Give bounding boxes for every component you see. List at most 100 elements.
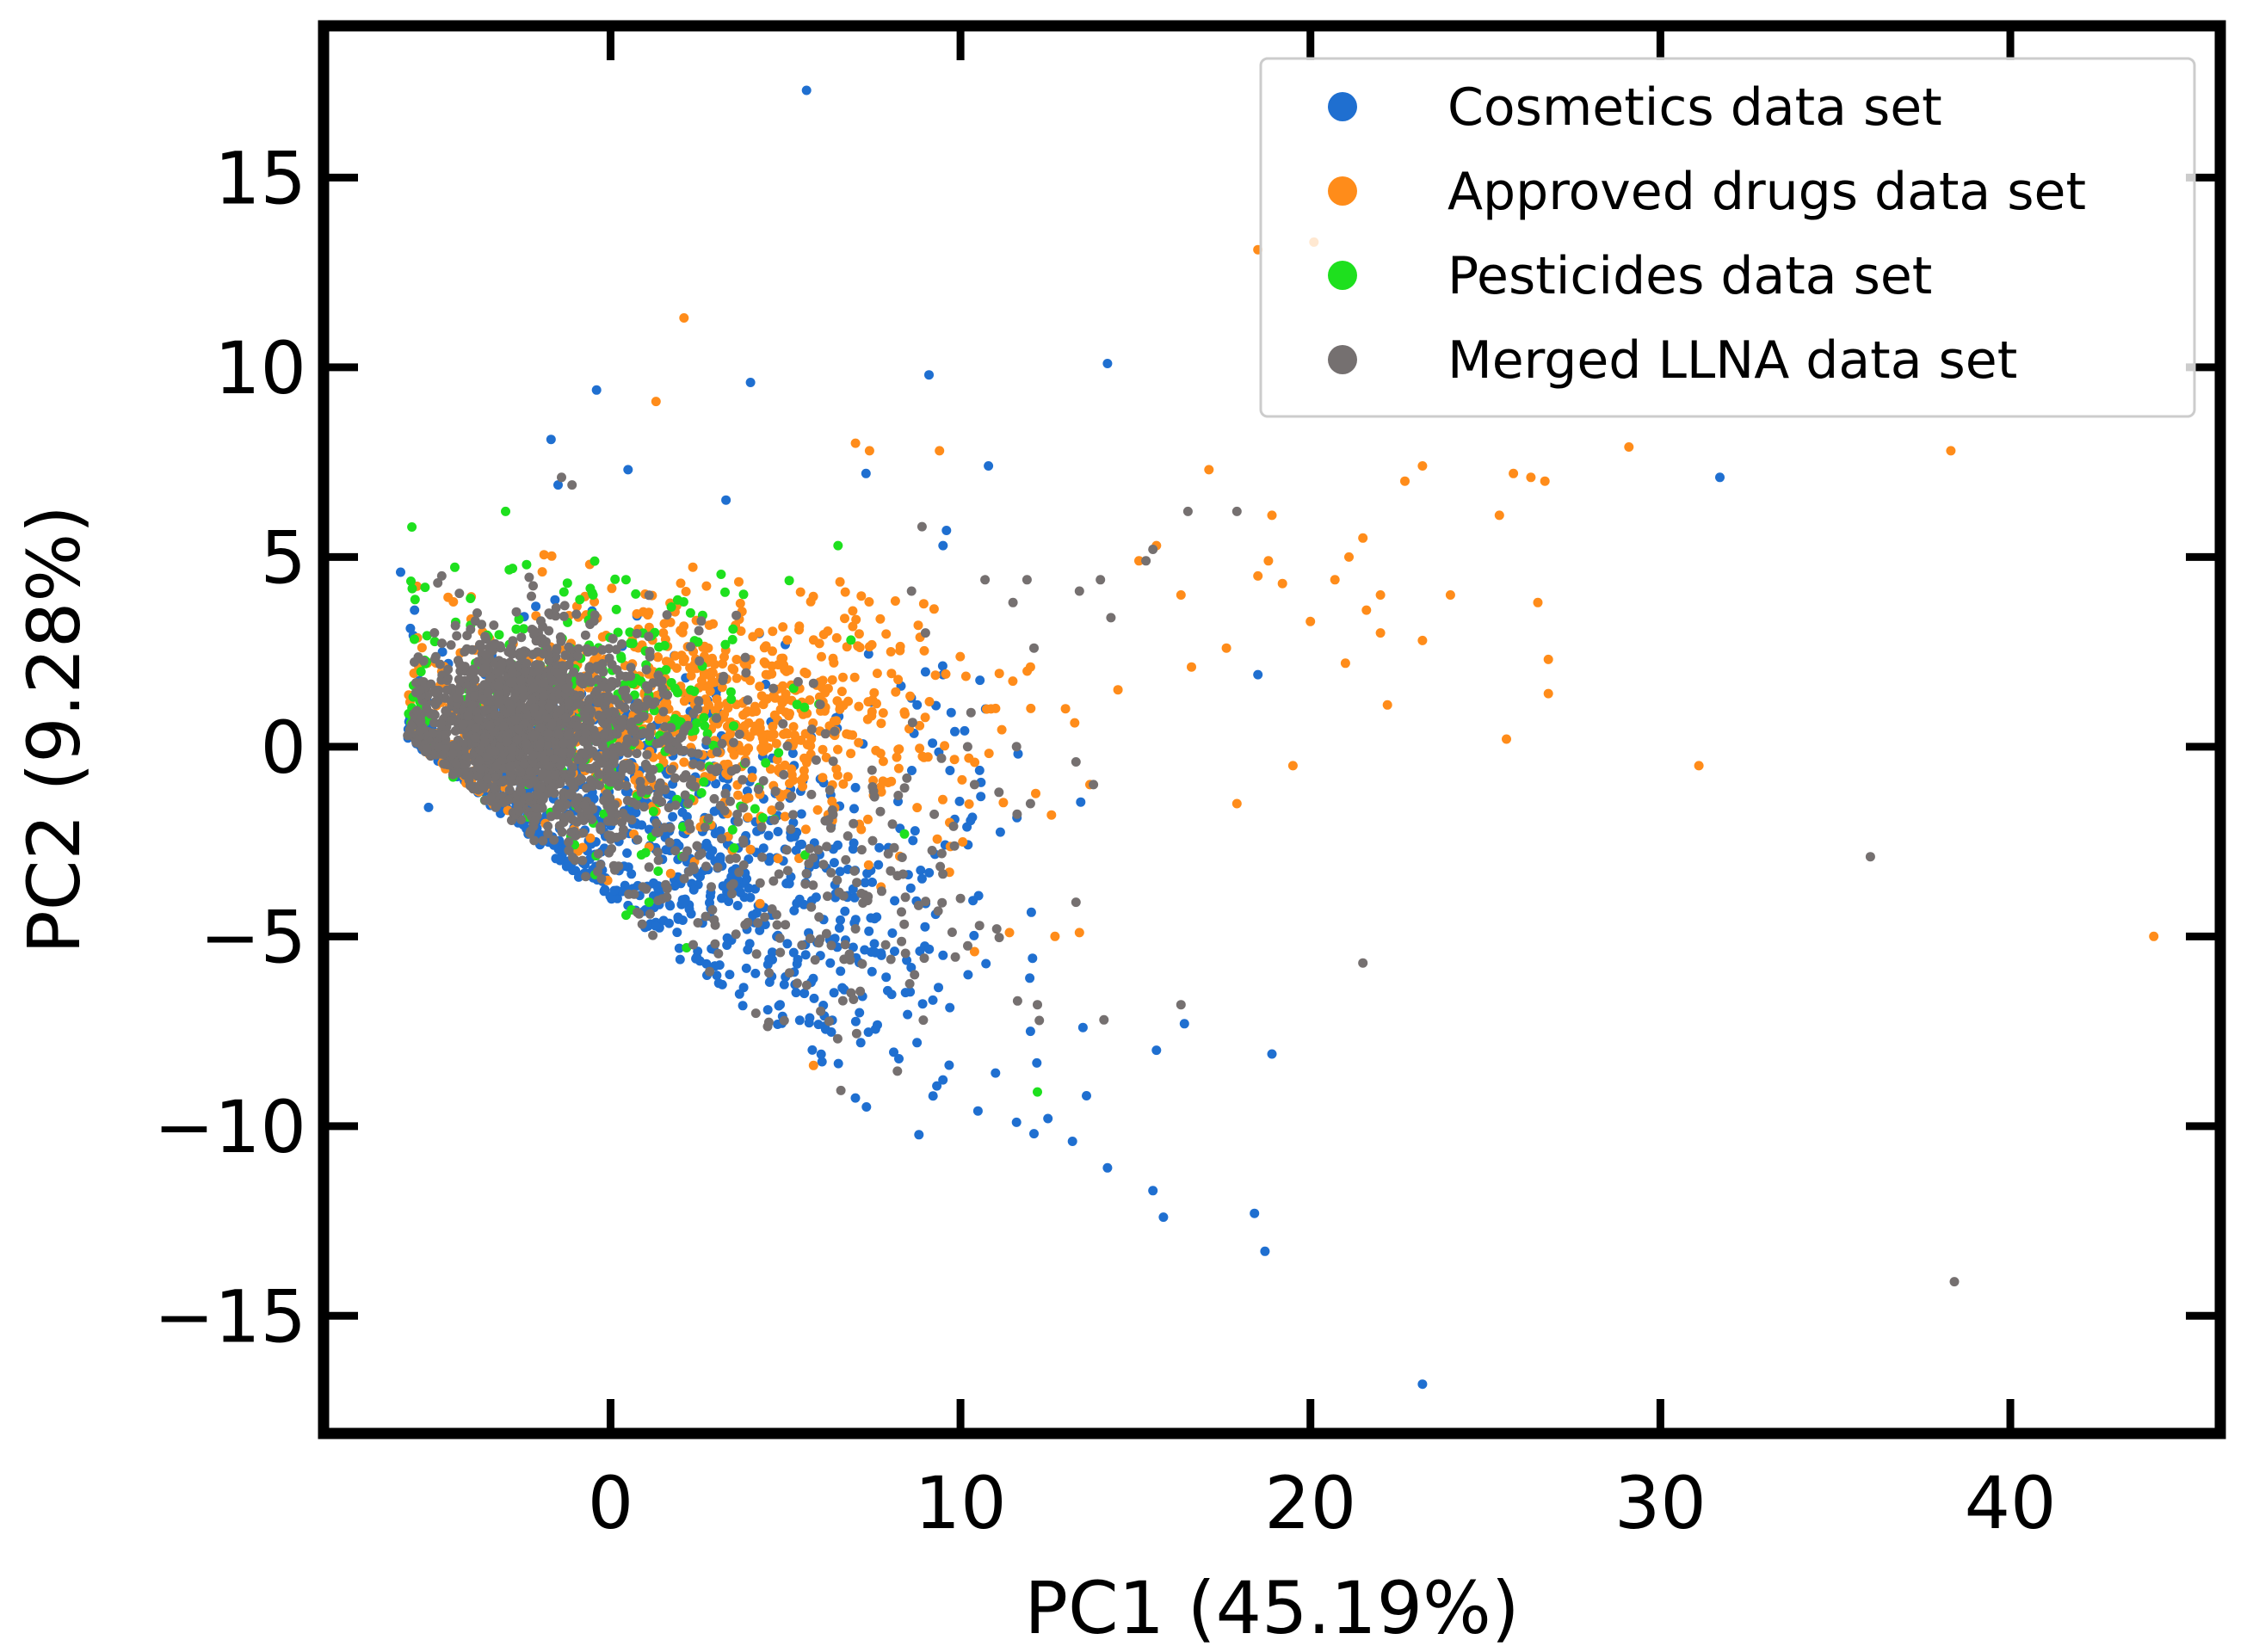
scatter-point xyxy=(897,907,906,917)
scatter-point xyxy=(716,570,726,579)
scatter-point xyxy=(672,595,682,605)
scatter-point xyxy=(764,977,775,987)
scatter-point xyxy=(875,613,886,624)
scatter-point xyxy=(454,589,465,599)
scatter-point xyxy=(800,824,811,835)
scatter-point xyxy=(900,892,910,903)
scatter-point xyxy=(899,829,910,839)
scatter-point xyxy=(779,979,789,989)
scatter-point xyxy=(725,796,735,806)
scatter-point xyxy=(689,687,700,696)
scatter-point xyxy=(980,575,991,585)
scatter-point xyxy=(1151,1045,1162,1056)
scatter-point xyxy=(796,809,806,819)
scatter-point xyxy=(778,681,788,691)
scatter-point xyxy=(763,830,774,841)
scatter-point xyxy=(810,955,820,965)
scatter-point xyxy=(738,774,748,785)
scatter-point xyxy=(767,947,777,958)
scatter-point xyxy=(801,980,812,990)
scatter-point xyxy=(662,892,672,903)
scatter-point xyxy=(430,700,441,710)
scatter-point xyxy=(583,647,593,657)
scatter-point xyxy=(840,906,850,916)
scatter-point xyxy=(580,712,590,722)
scatter-point xyxy=(743,945,753,955)
scatter-point xyxy=(824,1016,834,1026)
scatter-point xyxy=(854,629,864,639)
scatter-point xyxy=(832,1033,843,1044)
scatter-point xyxy=(725,970,735,980)
scatter-point xyxy=(1012,996,1022,1006)
plot-frame xyxy=(318,20,2226,1439)
scatter-point xyxy=(602,801,613,811)
scatter-point xyxy=(596,822,606,832)
scatter-point xyxy=(1260,1246,1270,1256)
scatter-point xyxy=(1029,643,1039,653)
scatter-point xyxy=(442,675,453,686)
scatter-point xyxy=(559,587,569,597)
scatter-point xyxy=(849,804,859,814)
scatter-point xyxy=(762,959,773,970)
scatter-point xyxy=(950,726,960,737)
scatter-point xyxy=(975,675,985,686)
scatter-point xyxy=(808,635,818,645)
scatter-point xyxy=(1158,1212,1169,1223)
scatter-point xyxy=(728,878,738,889)
scatter-point xyxy=(443,664,454,675)
scatter-point xyxy=(743,812,753,823)
scatter-point xyxy=(522,559,532,570)
scatter-point xyxy=(895,641,905,651)
scatter-point xyxy=(662,698,672,708)
scatter-point xyxy=(1715,472,1725,483)
scatter-point xyxy=(717,893,726,903)
scatter-point xyxy=(1011,742,1022,752)
scatter-point xyxy=(690,781,701,792)
scatter-point xyxy=(463,711,473,721)
scatter-point xyxy=(769,710,780,720)
scatter-point xyxy=(954,796,965,806)
scatter-point xyxy=(696,675,707,686)
scatter-point xyxy=(867,639,877,650)
scatter-point xyxy=(589,556,600,566)
scatter-point xyxy=(867,706,877,717)
scatter-point xyxy=(617,639,627,649)
scatter-point xyxy=(782,878,793,888)
scatter-point xyxy=(608,633,618,644)
scatter-point xyxy=(556,705,565,715)
scatter-point xyxy=(550,595,560,605)
scatter-point xyxy=(821,928,831,939)
scatter-point xyxy=(782,635,793,645)
scatter-point xyxy=(599,729,609,739)
scatter-point xyxy=(761,758,771,768)
x-tick-label: 30 xyxy=(1614,1461,1707,1545)
scatter-point xyxy=(731,673,742,683)
scatter-point xyxy=(515,675,526,686)
scatter-point xyxy=(707,882,716,892)
scatter-point xyxy=(811,755,821,765)
scatter-point xyxy=(1187,662,1196,672)
scatter-point xyxy=(597,644,608,655)
scatter-point xyxy=(1025,798,1035,809)
scatter-point xyxy=(928,995,938,1005)
scatter-point xyxy=(849,838,859,848)
legend-label: Merged LLNA data set xyxy=(1447,330,2017,391)
scatter-point xyxy=(928,1091,938,1101)
scatter-point xyxy=(627,638,638,649)
scatter-point xyxy=(856,824,867,835)
scatter-point xyxy=(836,966,846,977)
scatter-point xyxy=(1032,1057,1042,1068)
scatter-point xyxy=(645,909,655,919)
scatter-point xyxy=(893,763,904,774)
scatter-point xyxy=(727,824,738,835)
scatter-point xyxy=(685,823,695,834)
scatter-point xyxy=(778,653,788,663)
scatter-point xyxy=(707,905,718,915)
scatter-point xyxy=(709,793,719,804)
scatter-point xyxy=(594,769,604,780)
scatter-point xyxy=(800,950,811,960)
scatter-point xyxy=(750,1008,761,1019)
scatter-point xyxy=(818,773,828,783)
scatter-point xyxy=(577,855,588,866)
scatter-point xyxy=(436,718,447,729)
